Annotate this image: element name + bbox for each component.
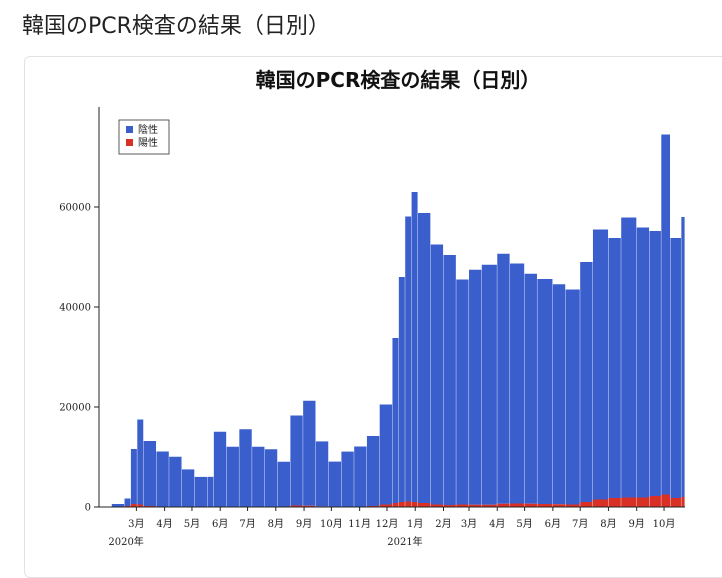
- x-tick-label: 9月: [296, 518, 312, 530]
- negative-bar: [497, 254, 509, 504]
- negative-bar: [399, 277, 405, 502]
- legend-swatch: [126, 139, 133, 146]
- x-year-label: 2021年: [387, 535, 422, 548]
- negative-bar: [207, 477, 213, 507]
- legend-label: 陰性: [138, 123, 158, 136]
- negative-bar: [354, 447, 366, 507]
- x-tick-label: 7月: [239, 518, 255, 530]
- positive-bar: [593, 500, 608, 508]
- negative-bar: [303, 401, 315, 506]
- positive-bar: [412, 502, 418, 507]
- negative-bar: [593, 230, 608, 500]
- positive-bar: [670, 498, 681, 507]
- negative-bar: [608, 238, 620, 498]
- negative-bar: [510, 264, 524, 504]
- positive-bar: [405, 502, 411, 508]
- legend-swatch: [126, 126, 133, 133]
- negative-bar: [392, 338, 398, 503]
- negative-bar: [316, 441, 328, 506]
- y-tick-label: 60000: [59, 203, 91, 214]
- x-tick-label: 6月: [545, 518, 561, 530]
- y-tick-label: 40000: [59, 303, 91, 314]
- negative-bar: [252, 447, 264, 507]
- x-tick-label: 3月: [128, 518, 144, 530]
- negative-bar: [537, 279, 552, 504]
- positive-bar: [392, 503, 398, 507]
- positive-bar: [649, 496, 660, 507]
- negative-bar: [405, 217, 411, 502]
- x-tick-label: 2月: [435, 518, 451, 530]
- negative-bar: [367, 436, 379, 506]
- negative-bar: [580, 262, 592, 502]
- negative-bar: [227, 447, 239, 507]
- negative-bars: [99, 135, 685, 508]
- x-tick-label: 4月: [489, 518, 505, 530]
- x-tick-label: 9月: [629, 518, 645, 530]
- negative-bar: [681, 217, 684, 497]
- positive-bar: [399, 502, 405, 507]
- y-tick-label: 0: [85, 503, 91, 514]
- negative-bar: [290, 416, 302, 506]
- negative-bar: [341, 452, 353, 507]
- x-tick-label: 3月: [461, 518, 477, 530]
- negative-bar: [169, 457, 181, 507]
- negative-bar: [182, 469, 194, 507]
- x-tick-label: 10月: [320, 518, 343, 530]
- positive-bar: [681, 497, 684, 507]
- x-tick-label: 4月: [156, 518, 172, 530]
- negative-bar: [431, 245, 443, 505]
- x-tick-label: 11月: [348, 518, 371, 530]
- negative-bar: [329, 462, 341, 507]
- negative-bar: [621, 218, 636, 498]
- negative-bar: [637, 228, 649, 498]
- x-tick-label: 5月: [184, 518, 200, 530]
- negative-bar: [278, 462, 290, 507]
- negative-bar: [649, 231, 660, 496]
- positive-bar: [621, 498, 636, 508]
- x-tick-label: 6月: [212, 518, 228, 530]
- pcr-chart: 韓国のPCR検査の結果（日別） 0 20000 40000 60000 3月 4月 5月 6月…: [25, 57, 722, 577]
- negative-bar: [265, 449, 277, 507]
- negative-bar: [214, 432, 226, 507]
- x-year-label: 2020年: [108, 535, 143, 548]
- x-tick-label: 10月: [653, 518, 676, 530]
- negative-bar: [482, 265, 497, 505]
- x-tick-label: 5月: [516, 518, 532, 530]
- negative-bar: [661, 135, 670, 495]
- negative-bar: [380, 405, 392, 505]
- negative-bar: [443, 255, 455, 505]
- negative-bar: [412, 192, 418, 502]
- negative-bar: [418, 213, 430, 503]
- negative-bar: [131, 449, 137, 504]
- positive-bar: [637, 498, 649, 508]
- negative-bar: [469, 270, 481, 505]
- positive-bar: [418, 503, 430, 507]
- negative-bar: [239, 429, 251, 507]
- x-tick-label: 12月: [376, 518, 399, 530]
- negative-bar: [137, 420, 143, 505]
- negative-bar: [670, 238, 681, 498]
- page-title: 韓国のPCR検査の結果（日別）: [22, 8, 330, 40]
- x-tick-label: 8月: [600, 518, 616, 530]
- negative-bar: [553, 284, 565, 504]
- negative-bar: [156, 452, 168, 507]
- negative-bar: [566, 290, 580, 505]
- x-tick-label: 1月: [407, 518, 423, 530]
- negative-bar: [195, 477, 207, 507]
- positive-bar: [580, 502, 592, 507]
- positive-bar: [608, 498, 620, 507]
- chart-title: 韓国のPCR検査の結果（日別）: [256, 68, 541, 92]
- y-tick-label: 20000: [59, 403, 91, 414]
- x-tick-label: 7月: [572, 518, 588, 530]
- positive-bar: [510, 504, 524, 508]
- negative-bar: [525, 274, 537, 504]
- negative-bar: [456, 280, 468, 505]
- x-tick-label: 8月: [268, 518, 284, 530]
- negative-bar: [144, 441, 156, 506]
- chart-card: 韓国のPCR検査の結果（日別） 0 20000 40000 60000 3月 4月 5月 6月…: [24, 56, 722, 578]
- negative-bar: [125, 499, 131, 507]
- positive-bar: [661, 495, 670, 508]
- legend-label: 陽性: [138, 136, 158, 149]
